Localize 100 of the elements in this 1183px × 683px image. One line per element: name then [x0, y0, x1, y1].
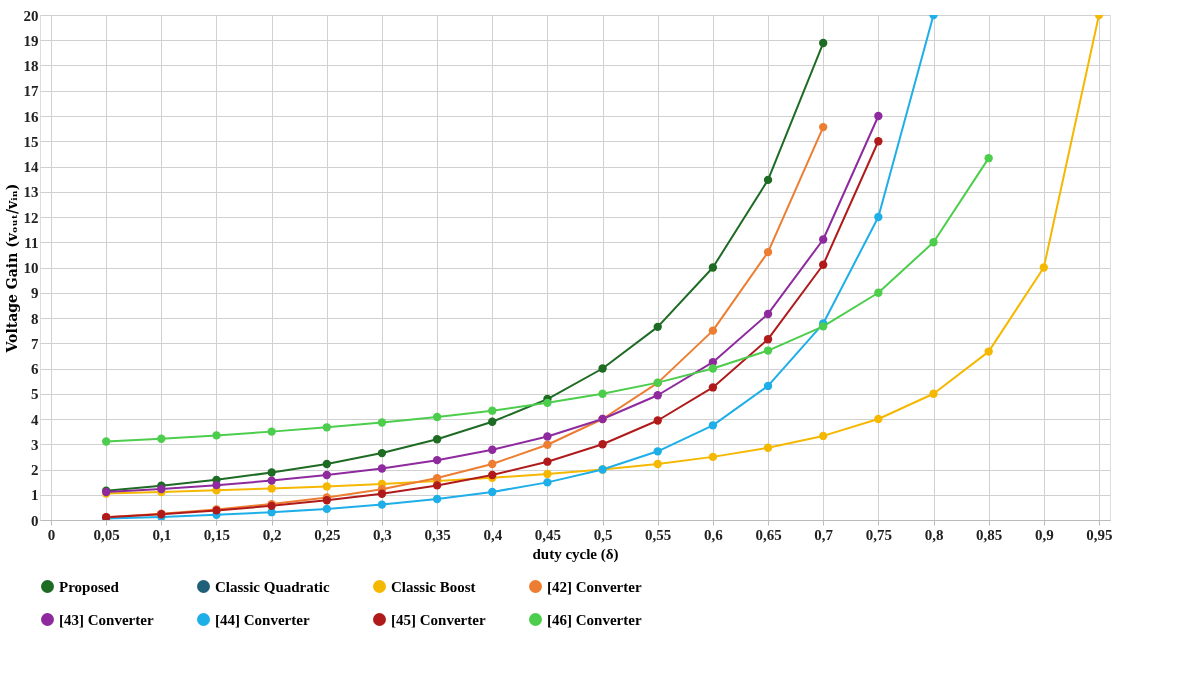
y-tick-label: 5 [31, 386, 39, 403]
legend-label: [44] Converter [215, 611, 310, 628]
x-tick-label: 0,25 [314, 526, 341, 543]
point [377, 448, 387, 458]
point [763, 247, 773, 257]
point [874, 212, 883, 222]
y-tick-label: 20 [23, 7, 39, 24]
x-tick-label: 0,95 [1086, 526, 1113, 543]
point [708, 452, 718, 462]
x-tick-label: 0,15 [203, 526, 231, 543]
point [543, 398, 552, 408]
point [763, 443, 773, 452]
legend-label: [45] Converter [391, 611, 486, 628]
point [708, 383, 718, 392]
y-tick-label: 19 [23, 32, 39, 49]
point [377, 464, 387, 473]
x-tick-label: 0,75 [865, 526, 892, 543]
point [708, 421, 718, 430]
point [212, 431, 221, 440]
point [874, 137, 883, 146]
point [322, 470, 331, 480]
point [322, 423, 331, 432]
point [488, 406, 497, 415]
point [432, 494, 442, 504]
y-tick-label: 14 [23, 159, 39, 175]
point [653, 447, 662, 456]
x-tick-label: 0,5 [593, 526, 613, 543]
y-tick-label: 2 [31, 462, 39, 478]
y-tick-label: 8 [31, 310, 39, 327]
x-tick-label: 0,8 [924, 526, 944, 543]
x-tick-label: 0,45 [534, 526, 562, 543]
legend-label: [46] Converter [547, 611, 642, 628]
point [763, 381, 773, 391]
point [708, 364, 718, 373]
x-tick-label: 0,1 [152, 526, 172, 543]
legend-label: Classic Boost [391, 578, 476, 595]
point [212, 480, 221, 490]
y-axis-title: Voltage Gain (vₒᵤₜ/vᵢₙ) [3, 183, 20, 354]
point [984, 153, 993, 163]
point [598, 364, 607, 373]
point [763, 175, 773, 185]
point [543, 457, 552, 466]
point [488, 487, 497, 497]
y-tick-label: 11 [24, 234, 39, 251]
point [543, 478, 552, 487]
x-tick-label: 0 [47, 526, 56, 543]
point [322, 504, 331, 514]
point [763, 335, 773, 344]
point [763, 346, 773, 355]
point [653, 416, 662, 425]
point [874, 111, 883, 121]
y-tick-label: 15 [23, 133, 39, 150]
point [653, 391, 662, 400]
point [984, 347, 993, 356]
y-tick-label: 4 [31, 411, 39, 428]
x-tick-label: 0,35 [424, 526, 451, 543]
y-tick-label: 17 [23, 83, 39, 100]
point [874, 288, 883, 297]
point [488, 445, 497, 454]
y-tick-label: 1 [31, 487, 39, 504]
point [708, 263, 718, 272]
point [819, 235, 828, 244]
point [267, 484, 276, 493]
x-tick-label: 0,7 [814, 526, 834, 543]
point [432, 481, 442, 490]
point [488, 417, 497, 426]
y-tick-label: 10 [23, 260, 39, 276]
point [377, 500, 387, 509]
point [543, 440, 552, 449]
point [102, 437, 111, 446]
x-tick-label: 0,85 [976, 526, 1003, 543]
x-axis-title: duty cycle (δ) [532, 545, 619, 563]
y-tick-label: 7 [31, 335, 39, 352]
x-tick-label: 0,55 [645, 526, 672, 543]
point [653, 322, 662, 332]
point [708, 326, 718, 335]
y-tick-label: 3 [31, 436, 39, 453]
point [819, 122, 828, 132]
point [267, 476, 276, 485]
point [819, 431, 828, 441]
point [1039, 263, 1048, 272]
point [598, 440, 607, 449]
point [929, 238, 938, 247]
point [598, 389, 607, 398]
point [929, 389, 938, 398]
point [157, 434, 166, 443]
x-tick-label: 0,4 [483, 526, 503, 543]
legend-label: [43] Converter [59, 611, 154, 628]
x-tick-label: 0,9 [1034, 526, 1054, 543]
y-tick-label: 0 [31, 512, 39, 529]
point [432, 435, 442, 444]
point [322, 459, 331, 469]
x-tick-label: 0,05 [93, 526, 120, 543]
y-tick-label: 18 [23, 58, 39, 74]
y-tick-label: 16 [23, 108, 39, 125]
y-tick-label: 9 [31, 285, 39, 302]
point [543, 432, 552, 441]
legend-label: Proposed [59, 578, 120, 595]
x-tick-label: 0,6 [704, 526, 724, 543]
y-tick-label: 13 [23, 184, 39, 201]
